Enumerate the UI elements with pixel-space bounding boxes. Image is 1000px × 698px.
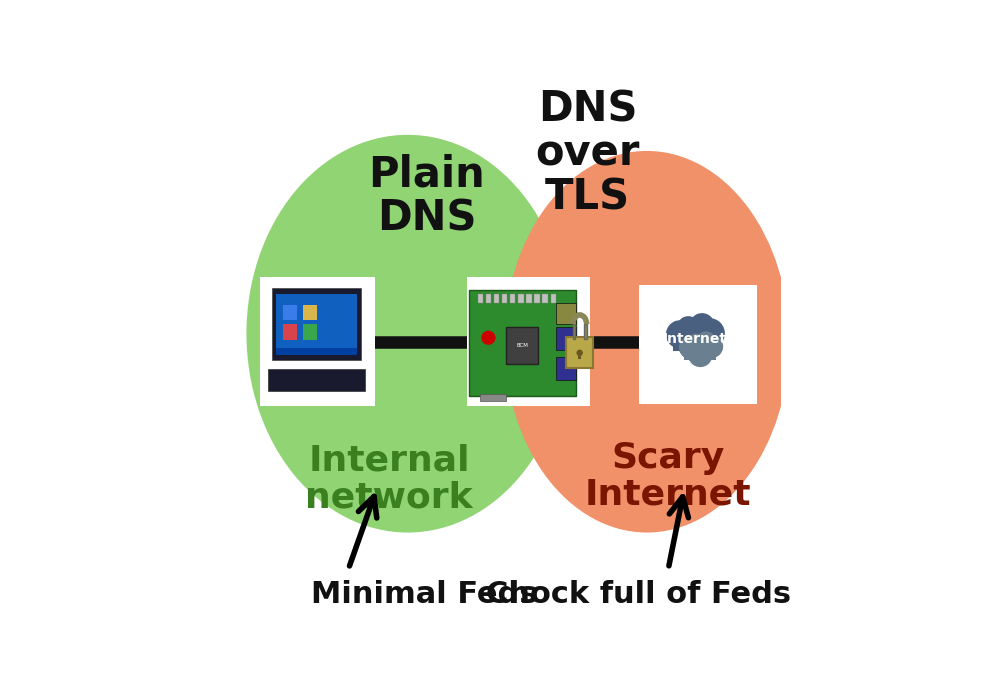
Circle shape bbox=[694, 318, 725, 349]
Circle shape bbox=[666, 320, 694, 349]
Circle shape bbox=[696, 332, 716, 350]
Bar bbox=[684, 349, 716, 360]
Bar bbox=[469, 290, 576, 396]
Circle shape bbox=[686, 336, 715, 365]
Bar bbox=[283, 325, 297, 340]
Text: Internal
network: Internal network bbox=[305, 443, 473, 514]
Text: DNS
over
TLS: DNS over TLS bbox=[536, 89, 640, 218]
Bar bbox=[467, 277, 590, 406]
Bar bbox=[566, 337, 593, 369]
Circle shape bbox=[678, 328, 711, 361]
Bar bbox=[486, 295, 491, 303]
Bar bbox=[276, 348, 357, 355]
Text: BCM: BCM bbox=[517, 343, 528, 348]
Circle shape bbox=[675, 319, 714, 358]
Text: Plain
DNS: Plain DNS bbox=[368, 154, 485, 239]
Text: Scary
Internet: Scary Internet bbox=[585, 440, 752, 512]
Circle shape bbox=[482, 332, 495, 344]
Ellipse shape bbox=[504, 151, 789, 533]
Circle shape bbox=[679, 336, 700, 358]
Text: Internet: Internet bbox=[662, 332, 726, 346]
Bar bbox=[303, 304, 317, 320]
Bar bbox=[573, 325, 575, 339]
Bar bbox=[478, 295, 483, 303]
Bar bbox=[494, 295, 499, 303]
Text: Chock full of Feds: Chock full of Feds bbox=[486, 580, 791, 609]
Bar bbox=[639, 285, 757, 403]
Bar bbox=[510, 295, 515, 303]
Bar bbox=[518, 295, 524, 303]
Bar bbox=[303, 325, 317, 340]
Ellipse shape bbox=[246, 135, 569, 533]
Bar bbox=[506, 327, 538, 364]
Bar bbox=[556, 327, 576, 350]
Bar bbox=[502, 295, 507, 303]
Circle shape bbox=[700, 335, 723, 358]
Bar bbox=[584, 325, 587, 339]
Bar bbox=[272, 288, 361, 360]
Circle shape bbox=[576, 350, 583, 356]
Bar bbox=[542, 295, 548, 303]
Bar bbox=[526, 295, 532, 303]
Bar bbox=[283, 304, 297, 320]
Bar bbox=[578, 351, 581, 359]
Circle shape bbox=[677, 316, 699, 339]
Circle shape bbox=[689, 313, 715, 339]
Bar bbox=[480, 394, 506, 401]
Bar bbox=[260, 277, 375, 406]
Circle shape bbox=[687, 334, 704, 350]
Bar bbox=[556, 303, 576, 324]
Bar bbox=[551, 295, 556, 303]
Bar bbox=[534, 295, 540, 303]
Circle shape bbox=[688, 343, 712, 367]
Bar bbox=[673, 337, 716, 351]
Bar bbox=[276, 294, 357, 355]
Bar bbox=[556, 357, 576, 380]
Text: Minimal Feds: Minimal Feds bbox=[311, 580, 537, 609]
Bar bbox=[268, 369, 365, 392]
